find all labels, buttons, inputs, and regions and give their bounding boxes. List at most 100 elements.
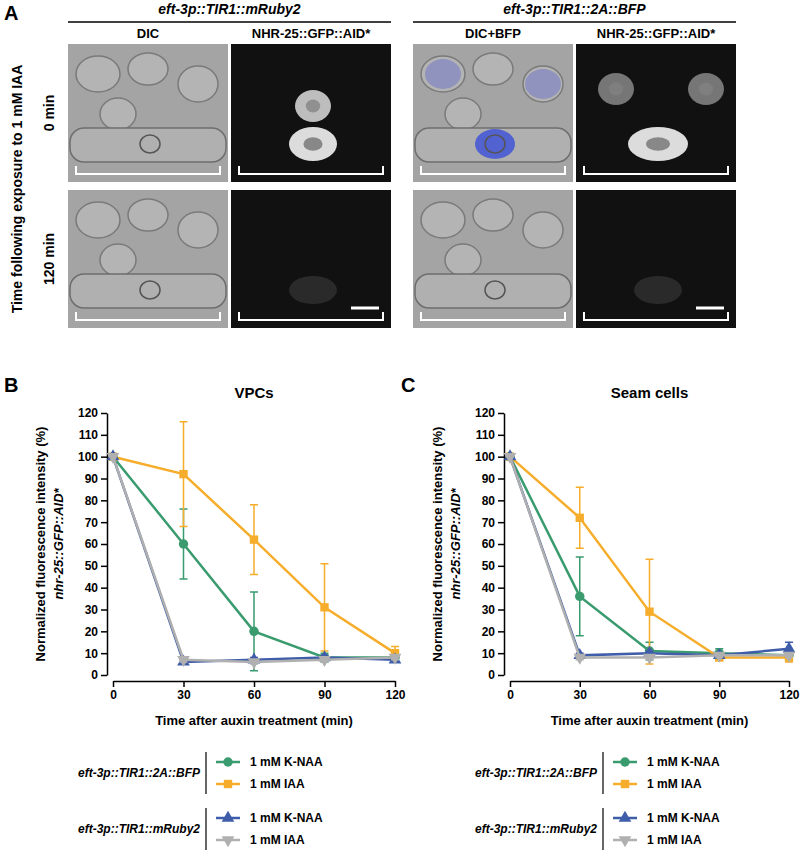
point <box>575 592 584 601</box>
fluor-faint <box>634 276 682 304</box>
x-tick: 30 <box>177 681 191 702</box>
plot-area <box>504 449 796 665</box>
bracket <box>239 166 383 174</box>
point <box>177 656 190 667</box>
legend-bracket <box>602 808 603 850</box>
x-tick-label: 30 <box>177 688 191 702</box>
cell <box>178 212 218 248</box>
y-tick-label: 0 <box>91 668 98 682</box>
fluor-nucleus <box>289 127 337 161</box>
point <box>248 658 261 669</box>
x-tick: 0 <box>507 681 514 702</box>
legend-label: 1 mM IAA <box>250 777 305 791</box>
y-tick-label: 90 <box>85 472 99 486</box>
y-tick: 20 <box>482 625 504 639</box>
legend: 1 mM K-NAA1 mM IAAeft-3p::TIR1::2A::BFP1… <box>475 752 720 850</box>
chart-title: VPCs <box>234 384 273 401</box>
y-tick-label: 120 <box>475 406 495 420</box>
group-title: eft-3p::TIR1::mRuby2 <box>158 1 301 17</box>
column-title: NHR-25::GFP::AID* <box>597 26 716 41</box>
legend-label: 1 mM K-NAA <box>250 755 323 769</box>
y-tick: 50 <box>85 559 107 573</box>
series <box>107 453 402 669</box>
y-tick-label: 30 <box>85 603 99 617</box>
y-tick-mark <box>498 587 504 589</box>
x-tick-label: 90 <box>713 688 727 702</box>
x-axis: 0306090120 <box>507 681 800 702</box>
x-tick-label: 60 <box>248 688 262 702</box>
legend-label: 1 mM K-NAA <box>250 811 323 825</box>
x-tick: 120 <box>779 681 799 702</box>
series <box>107 449 402 665</box>
bracket <box>239 312 383 320</box>
x-tick-label: 120 <box>779 688 799 702</box>
image-tile <box>413 190 573 328</box>
seam-cell <box>70 274 226 308</box>
cell <box>178 66 218 102</box>
y-tick-label: 80 <box>482 494 496 508</box>
chart: BVPCs01020304050607080901001101200306090… <box>4 374 406 850</box>
legend-marker <box>224 780 232 788</box>
column-title: DIC+BFP <box>465 26 521 41</box>
point <box>318 656 331 667</box>
y-axis: 0102030405060708090100110120 <box>78 406 108 682</box>
y-tick: 100 <box>475 450 504 464</box>
image-tile <box>576 190 736 328</box>
x-tick-mark <box>719 681 721 687</box>
y-axis-title: nhr-25::GFP::AID* <box>448 487 463 599</box>
x-tick-mark <box>113 681 115 687</box>
y-tick-label: 20 <box>85 625 99 639</box>
x-tick-mark <box>510 681 512 687</box>
nucleolus <box>699 83 713 96</box>
y-tick-label: 10 <box>482 647 496 661</box>
point <box>249 627 258 636</box>
y-tick: 100 <box>78 450 107 464</box>
group-underline <box>68 21 391 23</box>
cell <box>445 244 481 276</box>
seam-cell <box>415 274 571 308</box>
y-tick-label: 110 <box>476 428 496 442</box>
cell <box>128 53 168 85</box>
y-tick-mark <box>101 456 107 458</box>
series <box>506 452 793 664</box>
y-tick: 40 <box>85 581 107 595</box>
x-tick-mark <box>789 681 791 687</box>
y-tick-mark <box>498 500 504 502</box>
series-line <box>510 457 789 658</box>
y-tick-mark <box>498 609 504 611</box>
seam-cell <box>415 128 571 162</box>
x-tick-label: 0 <box>110 688 117 702</box>
y-tick-label: 90 <box>482 472 496 486</box>
point <box>320 603 328 611</box>
scale-bar <box>696 307 724 310</box>
y-tick-mark <box>101 478 107 480</box>
y-tick-label: 50 <box>85 559 99 573</box>
y-tick-label: 30 <box>482 603 496 617</box>
x-tick: 30 <box>574 681 588 702</box>
point <box>250 535 258 543</box>
y-axis-title: nhr-25::GFP::AID* <box>51 487 66 599</box>
cell <box>76 202 120 238</box>
y-tick-label: 100 <box>475 450 495 464</box>
y-tick-mark <box>498 435 504 437</box>
point <box>573 654 586 665</box>
legend-group-label: eft-3p::TIR1::2A::BFP <box>475 766 598 780</box>
point <box>107 453 120 464</box>
y-tick-mark <box>498 522 504 524</box>
image-tile <box>231 44 391 182</box>
y-tick-mark <box>498 675 504 677</box>
series-line <box>113 457 395 662</box>
y-axis-title: Normalized fluorescence intensity (%) <box>430 427 445 662</box>
cell <box>523 212 563 248</box>
series <box>108 452 399 671</box>
point <box>576 514 584 522</box>
y-tick: 120 <box>78 406 107 420</box>
legend-group-label: eft-3p::TIR1::mRuby2 <box>78 822 200 836</box>
y-tick-mark <box>498 653 504 655</box>
legend-marker <box>222 836 235 847</box>
image-bg <box>231 44 391 182</box>
cell <box>421 202 465 238</box>
point <box>713 652 726 663</box>
error-bar <box>180 422 188 527</box>
y-tick-label: 80 <box>85 494 99 508</box>
